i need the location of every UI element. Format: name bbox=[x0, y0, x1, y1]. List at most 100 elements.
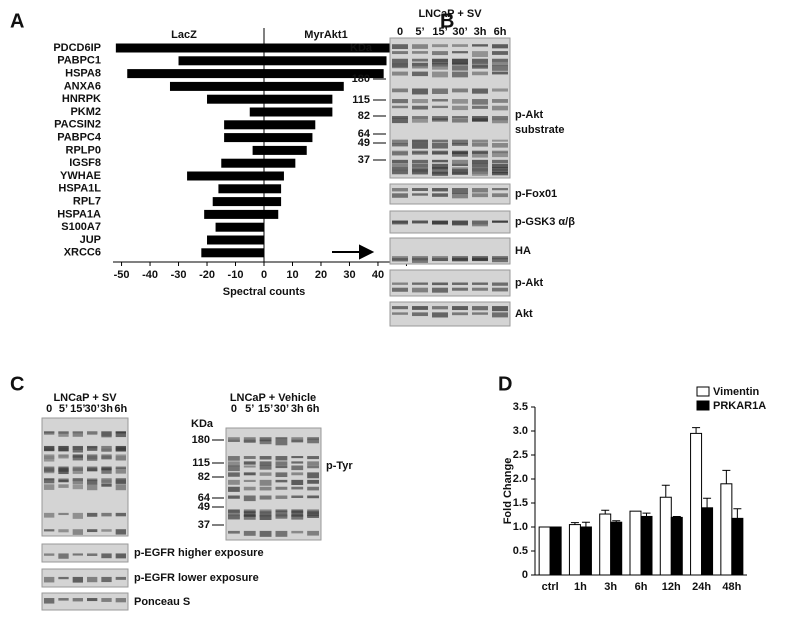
blot-band bbox=[115, 455, 126, 461]
category-label: XRCC6 bbox=[64, 247, 101, 259]
blot-band bbox=[492, 169, 508, 174]
blot-band bbox=[412, 171, 428, 175]
blot-band bbox=[72, 431, 83, 437]
bar bbox=[215, 222, 264, 232]
error-bar bbox=[642, 512, 651, 517]
blot-band bbox=[58, 479, 69, 482]
blot-band bbox=[275, 495, 288, 499]
marker-label: 37 bbox=[358, 154, 370, 166]
blot-band bbox=[452, 193, 468, 199]
blot bbox=[389, 237, 511, 265]
blot-band bbox=[44, 553, 55, 556]
blot-band bbox=[412, 118, 428, 123]
y-tick-label: 0 bbox=[522, 569, 528, 581]
blot bbox=[225, 427, 322, 541]
blot-band bbox=[412, 159, 428, 164]
blot-band bbox=[243, 530, 256, 536]
blot-band bbox=[243, 461, 256, 465]
blot-band bbox=[452, 151, 468, 157]
blot-band bbox=[228, 465, 240, 472]
category-label: ANXA6 bbox=[64, 80, 101, 92]
blot-band bbox=[492, 65, 508, 71]
blot-band bbox=[392, 159, 408, 164]
blot-band bbox=[452, 58, 468, 65]
blot-band bbox=[492, 58, 508, 62]
blot-band bbox=[472, 258, 488, 262]
blot-band bbox=[492, 258, 508, 263]
blot-band bbox=[72, 479, 83, 485]
blot-band bbox=[472, 143, 488, 147]
blot-band bbox=[58, 576, 69, 580]
blot-band bbox=[101, 529, 112, 532]
lane-label: 30’ bbox=[452, 26, 467, 38]
blot-band bbox=[492, 143, 508, 148]
bar bbox=[264, 69, 384, 79]
blot-band bbox=[432, 58, 448, 62]
x-tick-label: 48h bbox=[722, 581, 741, 593]
blot-band bbox=[87, 446, 98, 450]
blot-label: p-Akt bbox=[515, 109, 543, 121]
blot-band bbox=[228, 456, 240, 461]
y-tick-label: 2.5 bbox=[513, 449, 528, 461]
blot-band bbox=[412, 88, 428, 95]
blot-band bbox=[307, 495, 319, 499]
blot-band bbox=[72, 484, 83, 490]
blot-band bbox=[432, 118, 448, 122]
bar bbox=[207, 235, 264, 245]
blot-band bbox=[392, 62, 408, 68]
blot-band bbox=[452, 287, 468, 291]
blot-band bbox=[101, 448, 112, 452]
blot-band bbox=[392, 143, 408, 147]
bar bbox=[187, 171, 264, 181]
blot bbox=[41, 417, 129, 537]
blot-band bbox=[44, 576, 55, 583]
blot-band bbox=[472, 306, 488, 311]
blot-band bbox=[452, 99, 468, 104]
blot-band bbox=[243, 456, 256, 459]
y-tick-label: 0.5 bbox=[513, 545, 528, 557]
blot-band bbox=[392, 99, 408, 104]
lane-label: 3h bbox=[100, 403, 113, 415]
y-tick-label: 3.5 bbox=[513, 401, 528, 413]
blot-band bbox=[291, 514, 304, 520]
bar bbox=[224, 133, 264, 143]
panel-letter: D bbox=[498, 373, 512, 395]
blot-band bbox=[275, 511, 288, 516]
blot-band bbox=[72, 468, 83, 474]
blot-band bbox=[452, 65, 468, 71]
blot-band bbox=[452, 105, 468, 111]
blot-band bbox=[259, 465, 272, 470]
x-tick-label: ctrl bbox=[542, 581, 559, 593]
category-label: HSPA1L bbox=[58, 183, 101, 195]
lane-label: 30’ bbox=[274, 403, 289, 415]
blot-band bbox=[452, 116, 468, 119]
x-tick-label: 40 bbox=[372, 269, 384, 281]
blot-band bbox=[492, 62, 508, 67]
blot-band bbox=[432, 139, 448, 143]
blot-band bbox=[492, 193, 508, 198]
bar bbox=[549, 526, 562, 576]
blot-band bbox=[291, 479, 304, 486]
blot-band bbox=[492, 287, 508, 292]
blot bbox=[41, 568, 129, 588]
blot-band bbox=[275, 456, 288, 461]
bar bbox=[659, 496, 672, 576]
bar bbox=[264, 184, 282, 194]
blot-band bbox=[492, 99, 508, 103]
blot-band bbox=[291, 456, 304, 459]
blot-band bbox=[101, 466, 112, 471]
blot-band bbox=[452, 258, 468, 262]
x-tick-label: 1h bbox=[574, 581, 587, 593]
bar bbox=[127, 69, 264, 79]
y-tick-label: 1.0 bbox=[513, 521, 528, 533]
blot-label: HA bbox=[515, 245, 531, 257]
blot-band bbox=[392, 306, 408, 310]
arrow bbox=[332, 244, 375, 260]
bar bbox=[538, 526, 551, 576]
bar bbox=[670, 516, 683, 576]
blot-band bbox=[259, 439, 272, 445]
blot-label: p-GSK3 α/β bbox=[515, 216, 575, 228]
panel-letter: C bbox=[10, 373, 24, 395]
blot-band bbox=[492, 312, 508, 318]
